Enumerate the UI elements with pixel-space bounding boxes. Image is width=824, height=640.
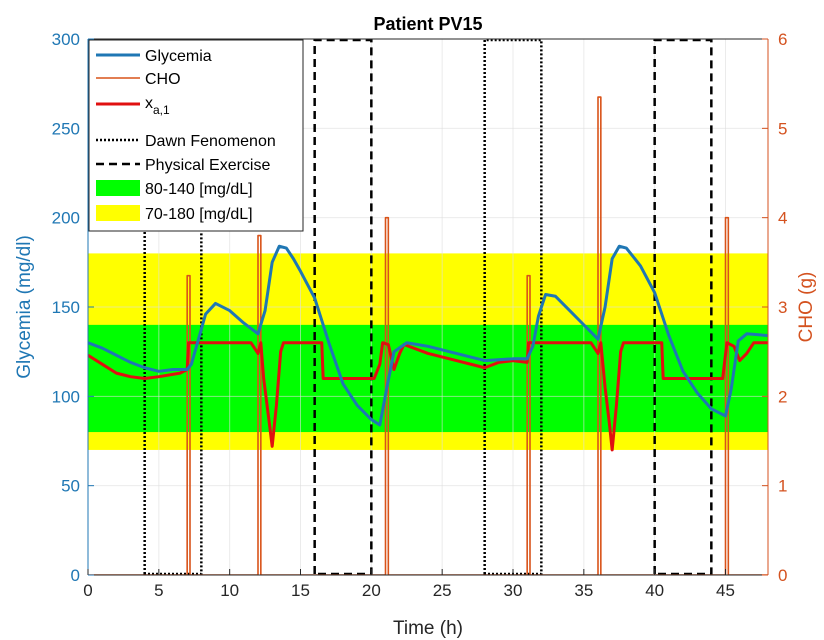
- y-left-tick-label: 200: [52, 209, 80, 228]
- series-x-a-1: [88, 341, 768, 452]
- y-right-tick-label: 1: [778, 477, 787, 496]
- y-right-tick-label: 0: [778, 566, 787, 585]
- legend: Glycemia CHO xa,1 Dawn Fenomenon Physica…: [88, 39, 304, 232]
- exercise-window: [653, 39, 713, 575]
- chart-title: Patient PV15: [373, 14, 482, 34]
- x-tick-label: 30: [504, 581, 523, 600]
- x-tick-label: 45: [716, 581, 735, 600]
- legend-band-70-180-label: 70-180 [mg/dL]: [145, 206, 253, 223]
- y-right-tick-label: 6: [778, 30, 787, 49]
- series-glycemia: [88, 244, 768, 427]
- y-right-tick-label: 3: [778, 298, 787, 317]
- y-left-tick-label: 0: [71, 566, 80, 585]
- x-axis-label: Time (h): [393, 618, 463, 639]
- legend-exercise-label: Physical Exercise: [145, 157, 270, 174]
- x-tick-label: 0: [83, 581, 92, 600]
- y-right-tick-label: 2: [778, 387, 787, 406]
- x-tick-label: 35: [574, 581, 593, 600]
- legend-dawn-label: Dawn Fenomenon: [145, 133, 276, 150]
- tick-labels: 0 5 10 15 20 25 30 35 40 450501001502002503000123…: [52, 30, 788, 600]
- exercise-window: [313, 39, 373, 575]
- legend-band-70-180-swatch: [96, 205, 140, 221]
- y-left-tick-label: 150: [52, 298, 80, 317]
- legend-cho-label: CHO: [145, 71, 181, 88]
- data-series: [88, 96, 768, 575]
- y-left-tick-label: 250: [52, 119, 80, 138]
- dawn-window: [483, 39, 543, 575]
- legend-xa1-label: xa,1: [145, 95, 170, 117]
- y-right-axis-label: CHO (g): [796, 272, 817, 343]
- x-tick-label: 25: [433, 581, 452, 600]
- y-left-tick-label: 300: [52, 30, 80, 49]
- x-tick-label: 40: [645, 581, 664, 600]
- x-tick-label: 15: [291, 581, 310, 600]
- legend-band-80-140-swatch: [96, 180, 140, 196]
- legend-band-80-140-label: 80-140 [mg/dL]: [145, 181, 253, 198]
- y-right-tick-label: 5: [778, 119, 787, 138]
- y-left-tick-label: 50: [61, 477, 80, 496]
- y-left-axis-label: Glycemia (mg/dl): [14, 235, 35, 379]
- x-tick-label: 20: [362, 581, 381, 600]
- x-tick-label: 5: [154, 581, 163, 600]
- legend-box: [88, 39, 304, 232]
- x-tick-label: 10: [220, 581, 239, 600]
- legend-glycemia-label: Glycemia: [145, 48, 212, 65]
- y-right-tick-label: 4: [778, 209, 787, 228]
- y-left-tick-label: 100: [52, 387, 80, 406]
